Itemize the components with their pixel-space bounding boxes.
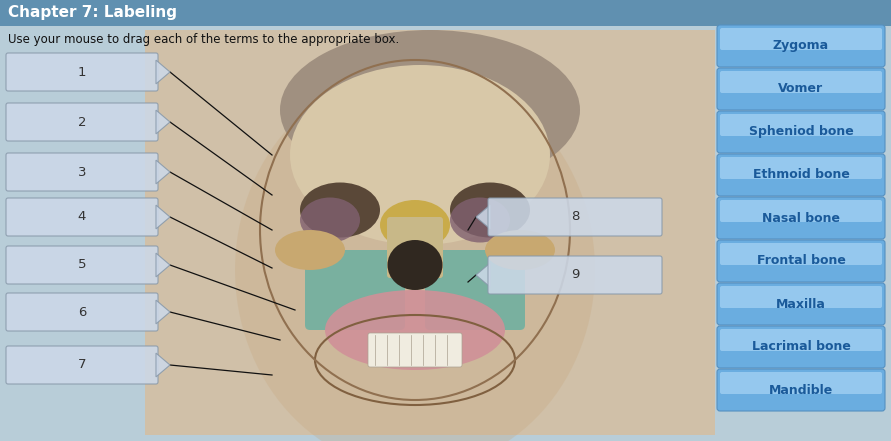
FancyBboxPatch shape [717,68,885,110]
Ellipse shape [388,240,443,290]
FancyBboxPatch shape [488,198,662,236]
Text: Nasal bone: Nasal bone [762,212,840,224]
Ellipse shape [300,183,380,238]
FancyBboxPatch shape [6,53,158,91]
Polygon shape [476,205,490,229]
Polygon shape [156,300,170,324]
Polygon shape [156,205,170,229]
Ellipse shape [280,30,580,190]
FancyBboxPatch shape [305,250,405,330]
Ellipse shape [235,70,595,441]
FancyBboxPatch shape [6,346,158,384]
Polygon shape [156,160,170,184]
Text: Spheniod bone: Spheniod bone [748,126,854,138]
FancyBboxPatch shape [717,111,885,153]
FancyBboxPatch shape [488,256,662,294]
Ellipse shape [275,230,345,270]
Ellipse shape [485,230,555,270]
Ellipse shape [290,65,550,245]
Polygon shape [156,253,170,277]
Polygon shape [156,353,170,377]
Text: Ethmoid bone: Ethmoid bone [753,168,849,182]
Text: 5: 5 [78,258,86,272]
FancyBboxPatch shape [6,246,158,284]
FancyBboxPatch shape [720,28,882,50]
Text: Frontal bone: Frontal bone [756,254,846,268]
Text: Lacrimal bone: Lacrimal bone [752,340,850,354]
FancyBboxPatch shape [720,200,882,222]
FancyBboxPatch shape [720,114,882,136]
FancyBboxPatch shape [6,103,158,141]
FancyBboxPatch shape [425,250,525,330]
Text: 9: 9 [571,269,579,281]
Text: Vomer: Vomer [779,82,823,96]
Text: Maxilla: Maxilla [776,298,826,310]
FancyBboxPatch shape [717,326,885,368]
FancyBboxPatch shape [368,333,462,367]
Ellipse shape [450,198,510,243]
Ellipse shape [325,290,505,370]
FancyBboxPatch shape [720,157,882,179]
FancyBboxPatch shape [720,243,882,265]
Polygon shape [476,263,490,287]
FancyBboxPatch shape [387,217,443,278]
FancyBboxPatch shape [717,369,885,411]
Ellipse shape [450,183,530,238]
Text: 3: 3 [78,165,86,179]
Text: 4: 4 [78,210,86,224]
FancyBboxPatch shape [6,153,158,191]
Polygon shape [156,110,170,134]
FancyBboxPatch shape [720,372,882,394]
Text: Use your mouse to drag each of the terms to the appropriate box.: Use your mouse to drag each of the terms… [8,34,399,46]
FancyBboxPatch shape [717,197,885,239]
FancyBboxPatch shape [720,71,882,93]
Ellipse shape [380,200,450,250]
FancyBboxPatch shape [717,25,885,67]
Text: 1: 1 [78,66,86,78]
FancyBboxPatch shape [717,240,885,282]
Text: 8: 8 [571,210,579,224]
FancyBboxPatch shape [6,293,158,331]
Ellipse shape [300,198,360,243]
Text: 6: 6 [78,306,86,318]
FancyBboxPatch shape [717,283,885,325]
Text: Mandible: Mandible [769,384,833,396]
FancyBboxPatch shape [6,198,158,236]
FancyBboxPatch shape [145,30,715,435]
FancyBboxPatch shape [720,286,882,308]
FancyBboxPatch shape [0,0,891,26]
Polygon shape [156,60,170,84]
FancyBboxPatch shape [720,329,882,351]
Text: 7: 7 [78,359,86,371]
FancyBboxPatch shape [717,154,885,196]
Text: Chapter 7: Labeling: Chapter 7: Labeling [8,5,177,20]
Text: Zygoma: Zygoma [772,40,829,52]
Text: 2: 2 [78,116,86,128]
